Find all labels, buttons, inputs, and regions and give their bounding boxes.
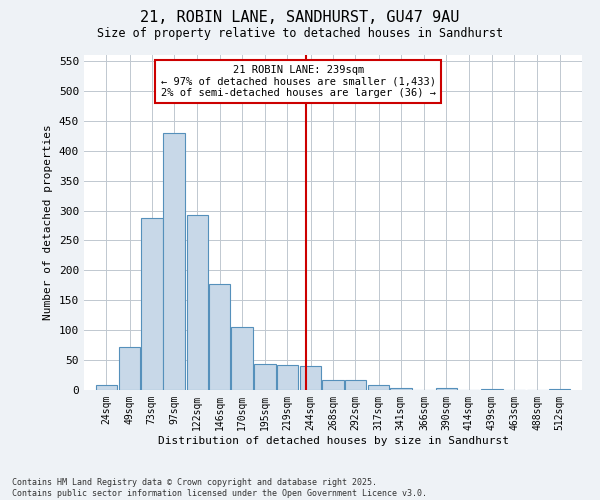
Bar: [187, 216, 208, 390]
Bar: [322, 380, 344, 390]
Bar: [436, 388, 457, 390]
Bar: [119, 347, 140, 390]
Bar: [163, 133, 185, 390]
Text: 21 ROBIN LANE: 239sqm
← 97% of detached houses are smaller (1,433)
2% of semi-de: 21 ROBIN LANE: 239sqm ← 97% of detached …: [161, 65, 436, 98]
Bar: [141, 218, 163, 390]
Bar: [549, 389, 571, 390]
Bar: [254, 364, 276, 390]
X-axis label: Distribution of detached houses by size in Sandhurst: Distribution of detached houses by size …: [157, 436, 509, 446]
Bar: [95, 385, 117, 390]
Bar: [368, 385, 389, 390]
Bar: [390, 388, 412, 390]
Bar: [231, 327, 253, 390]
Y-axis label: Number of detached properties: Number of detached properties: [43, 124, 53, 320]
Bar: [344, 380, 366, 390]
Bar: [300, 366, 322, 390]
Text: Contains HM Land Registry data © Crown copyright and database right 2025.
Contai: Contains HM Land Registry data © Crown c…: [12, 478, 427, 498]
Bar: [481, 389, 503, 390]
Bar: [277, 365, 298, 390]
Text: 21, ROBIN LANE, SANDHURST, GU47 9AU: 21, ROBIN LANE, SANDHURST, GU47 9AU: [140, 10, 460, 25]
Text: Size of property relative to detached houses in Sandhurst: Size of property relative to detached ho…: [97, 28, 503, 40]
Bar: [209, 284, 230, 390]
